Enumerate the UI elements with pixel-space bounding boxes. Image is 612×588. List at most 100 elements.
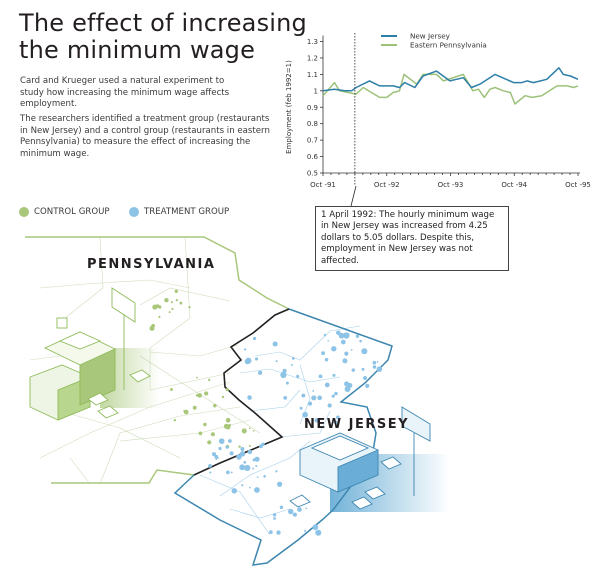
pa-dot (227, 424, 231, 428)
nj-dot (336, 415, 340, 420)
nj-dot (241, 484, 244, 487)
nj-dot (230, 471, 233, 474)
nj-restaurant-dots (208, 330, 383, 536)
nj-dot (216, 456, 219, 459)
nj-dot (277, 481, 283, 487)
title-line-2: the minimum wage (19, 36, 256, 64)
nj-dot (226, 470, 230, 475)
pa-dot (168, 311, 171, 314)
y-tick-label: 0.5 (307, 170, 318, 178)
nj-dot (318, 374, 323, 379)
nj-dot (272, 513, 277, 517)
green-dot-icon (19, 207, 29, 217)
nj-dot (327, 403, 332, 408)
nj-dot (279, 505, 284, 510)
nj-dot (324, 357, 329, 362)
pa-dot (213, 403, 217, 408)
nj-dot (257, 370, 263, 375)
nj-dot (275, 470, 278, 473)
pa-dot (198, 431, 203, 436)
nj-dot (280, 371, 287, 379)
nj-dot (236, 454, 242, 460)
nj-dot (314, 418, 319, 423)
nj-dot (256, 476, 259, 478)
page-title: The effect of increasing the minimum wage (19, 10, 307, 64)
x-tick-label: Oct -94 (501, 181, 527, 189)
x-tick-label: Oct -91 (310, 181, 336, 189)
legend-control-group: CONTROL GROUP (19, 207, 110, 217)
nj-dot (218, 446, 222, 451)
pa-dot (248, 427, 251, 430)
control-group-label: CONTROL GROUP (34, 207, 110, 217)
pa-dot (241, 428, 247, 434)
nj-dot (273, 517, 276, 520)
pa-border-north (25, 236, 290, 310)
treatment-group-label: TREATMENT GROUP (144, 207, 230, 217)
pa-dot (221, 395, 225, 399)
nj-dot (312, 389, 315, 392)
nj-dot (252, 336, 257, 341)
nj-dot (290, 363, 293, 367)
y-tick-label: 0.9 (307, 104, 318, 112)
nj-dot (344, 351, 349, 356)
pa-dot (238, 445, 241, 448)
pa-restaurant-building-icon (29, 287, 151, 421)
title-line-1: The effect of increasing (19, 9, 307, 37)
series-line-new-jersey (322, 67, 579, 92)
y-tick-label: 1.1 (307, 71, 318, 79)
nj-dot (343, 332, 350, 339)
nj-dot (218, 438, 225, 444)
nj-dot (288, 508, 294, 515)
nj-dot (305, 507, 308, 510)
nj-county-lines (199, 325, 361, 536)
nj-border (173, 308, 393, 566)
y-tick-label: 0.8 (307, 120, 318, 128)
nj-restaurant-building-icon (289, 406, 431, 510)
y-axis-label: Employment (feb 1992=1) (285, 60, 293, 154)
pa-dot (149, 325, 155, 331)
state-border-delaware-river (193, 308, 290, 476)
nj-dot (376, 366, 383, 372)
nj-dot (243, 461, 247, 464)
nj-dot (285, 381, 289, 385)
nj-dot (332, 373, 336, 377)
nj-dot (292, 512, 297, 517)
pa-dot (196, 376, 198, 379)
nj-dot (208, 463, 212, 468)
nj-dot (211, 452, 216, 457)
pa-dot (207, 378, 211, 382)
x-tick-label: Oct -92 (374, 181, 400, 189)
nj-dot (344, 386, 351, 392)
nj-dot (311, 395, 317, 401)
pa-border-south (51, 469, 195, 484)
nj-dot (304, 530, 307, 533)
nj-dot (252, 467, 254, 470)
nj-dot (315, 529, 322, 536)
nj-dot (312, 524, 319, 531)
nj-dot (225, 445, 229, 449)
legend-nj-label: New Jersey (410, 32, 451, 41)
nj-dot (301, 393, 306, 398)
nj-dot (269, 530, 273, 534)
nj-dot (334, 391, 338, 396)
annotation-pointer (350, 185, 357, 207)
x-tick-label: Oct -93 (438, 181, 464, 189)
nj-dot (244, 464, 251, 471)
y-tick-label: 1 (314, 87, 318, 95)
legend-treatment-group: TREATMENT GROUP (129, 207, 229, 217)
series-line-eastern-pennsylvania (322, 73, 579, 105)
nj-dot (239, 464, 246, 471)
nj-dot (338, 332, 345, 339)
nj-dot (291, 357, 295, 360)
nj-dot (261, 442, 265, 447)
nj-dot (255, 465, 258, 468)
pa-dot (248, 444, 251, 447)
chart-lines (322, 67, 579, 105)
pa-dot (170, 388, 173, 391)
nj-dot (254, 456, 260, 462)
nj-dot (272, 341, 278, 347)
nj-dot (359, 339, 362, 343)
pa-dot (155, 304, 160, 308)
nj-dot (321, 351, 326, 356)
